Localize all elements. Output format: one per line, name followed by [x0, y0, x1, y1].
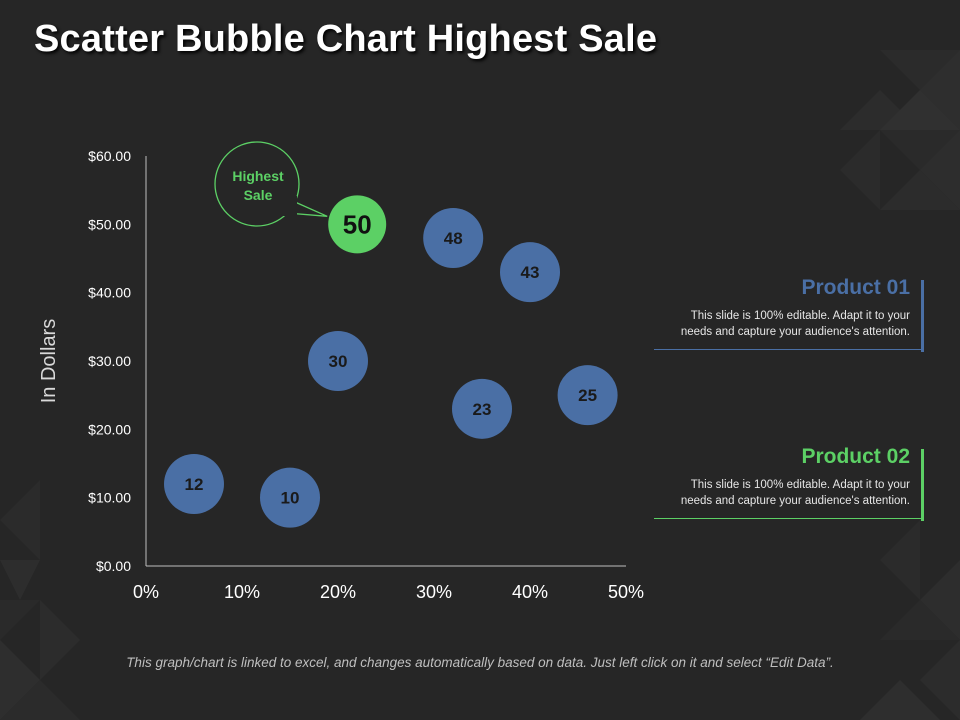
footer-note: This graph/chart is linked to excel, and… [126, 655, 834, 670]
product-01-title: Product 01 [801, 276, 910, 299]
bubble-label: 23 [473, 400, 492, 419]
bubble-label: 25 [578, 386, 597, 405]
product-02-block: Product 02 This slide is 100% editable. … [624, 445, 924, 521]
x-tick-label: 30% [416, 582, 452, 602]
product-02-description: This slide is 100% editable. Adapt it to… [624, 477, 910, 515]
data-bubble [452, 378, 512, 439]
data-bubble [500, 242, 560, 303]
data-bubble [557, 365, 618, 426]
callout-join [281, 196, 297, 216]
callout-text-line2: Sale [244, 187, 273, 203]
product-01-description: This slide is 100% editable. Adapt it to… [624, 308, 910, 346]
x-tick-label: 0% [133, 582, 159, 602]
y-tick-label: $0.00 [96, 558, 131, 574]
product-02-accent-bar [921, 449, 924, 521]
product-01-desc-line1: This slide is 100% editable. Adapt it to… [690, 310, 910, 322]
x-tick-label: 40% [512, 582, 548, 602]
y-tick-label: $20.00 [88, 421, 131, 437]
y-tick-label: $50.00 [88, 216, 131, 232]
bubble-label: 48 [444, 229, 463, 248]
bubble-label: 30 [329, 352, 348, 371]
data-bubble [164, 454, 224, 514]
product-02-underline [654, 518, 924, 519]
bubble-label: 43 [521, 263, 540, 282]
product-01-block: Product 01 This slide is 100% editable. … [624, 276, 924, 352]
callout-text-line1: Highest [232, 168, 284, 184]
bubble-label: 10 [281, 489, 300, 508]
highest-sale-bubble [328, 195, 387, 254]
x-tick-label: 20% [320, 582, 356, 602]
callout-pointer [286, 201, 328, 217]
product-02-title: Product 02 [801, 445, 910, 468]
bubble-label: 12 [185, 475, 204, 494]
product-02-desc-line2: needs and capture your audience's attent… [680, 495, 910, 507]
product-02-desc-line1: This slide is 100% editable. Adapt it to… [690, 479, 910, 491]
bubble-label: 50 [343, 209, 372, 239]
callout-bubble [214, 141, 300, 227]
page-title: Scatter Bubble Chart Highest Sale [34, 18, 658, 60]
data-bubble [423, 208, 484, 268]
product-01-accent-bar [921, 280, 924, 352]
data-bubble [260, 467, 320, 528]
y-axis-title: In Dollars [38, 319, 60, 403]
x-tick-label: 10% [224, 582, 260, 602]
y-tick-label: $40.00 [88, 285, 131, 301]
product-01-underline [654, 349, 924, 350]
data-bubble [308, 331, 368, 391]
y-tick-label: $60.00 [88, 148, 131, 164]
x-tick-label: 50% [608, 582, 644, 602]
y-tick-label: $30.00 [88, 353, 131, 369]
y-tick-label: $10.00 [88, 490, 131, 506]
product-01-desc-line2: needs and capture your audience's attent… [680, 326, 910, 338]
